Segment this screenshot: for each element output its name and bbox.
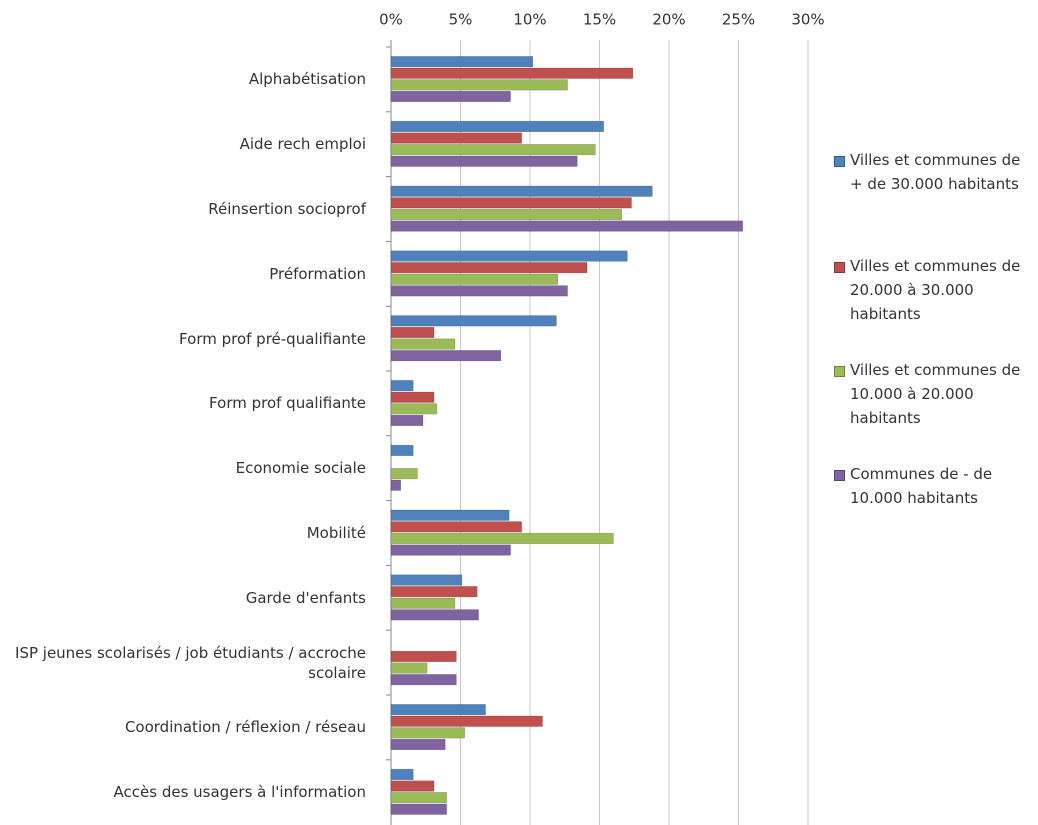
bar bbox=[390, 197, 632, 209]
bar bbox=[390, 650, 457, 663]
x-tick-label: 5% bbox=[449, 11, 473, 29]
bar bbox=[390, 468, 418, 480]
y-tick-label: ISP jeunes scolarisés / job étudiants / … bbox=[15, 643, 366, 682]
bar bbox=[390, 674, 457, 686]
bar bbox=[390, 90, 511, 102]
bar bbox=[390, 609, 479, 621]
legend-swatch bbox=[834, 156, 845, 167]
bar bbox=[390, 521, 522, 533]
bar bbox=[390, 380, 414, 392]
y-tick-label: Mobilité bbox=[306, 524, 366, 542]
bar bbox=[390, 326, 435, 339]
bar bbox=[390, 715, 543, 727]
legend-swatch bbox=[834, 366, 845, 377]
bar bbox=[390, 208, 623, 220]
bar bbox=[390, 738, 446, 751]
bar bbox=[390, 56, 534, 68]
bar bbox=[390, 273, 559, 285]
bar bbox=[390, 479, 402, 491]
legend-label: Villes et communes de 10.000 à 20.000 ha… bbox=[850, 361, 1021, 427]
bar bbox=[390, 155, 578, 167]
x-tick-label: 20% bbox=[652, 11, 685, 29]
bar bbox=[390, 67, 634, 79]
bar bbox=[390, 574, 463, 586]
bar bbox=[390, 509, 510, 521]
y-tick-label: Alphabétisation bbox=[248, 70, 366, 89]
bar bbox=[390, 597, 456, 609]
bar bbox=[390, 792, 447, 804]
legend-label: Villes et communes de + de 30.000 habita… bbox=[850, 151, 1021, 193]
y-tick-label: Garde d'enfants bbox=[245, 588, 366, 607]
bar bbox=[390, 350, 502, 362]
y-tick-label: Préformation bbox=[269, 264, 366, 283]
x-tick-label: 15% bbox=[583, 11, 616, 29]
bar bbox=[390, 79, 568, 91]
bar bbox=[390, 414, 424, 427]
legend-swatch bbox=[834, 470, 845, 481]
bar bbox=[390, 262, 588, 274]
bar bbox=[390, 250, 628, 262]
x-tick-label: 0% bbox=[379, 11, 403, 29]
y-tick-label: Form prof pré-qualifiante bbox=[179, 329, 366, 348]
bar bbox=[390, 544, 511, 556]
bar bbox=[390, 120, 604, 132]
legend-label: Communes de - de 10.000 habitants bbox=[850, 465, 993, 507]
bar bbox=[390, 704, 486, 716]
x-tick-label: 25% bbox=[722, 11, 755, 29]
y-tick-label: Accès des usagers à l'information bbox=[113, 783, 366, 802]
y-tick-label: Réinsertion socioprof bbox=[208, 200, 366, 218]
legend-label: Villes et communes de 20.000 à 30.000 ha… bbox=[850, 257, 1021, 323]
y-tick-label: Aide rech emploi bbox=[239, 135, 366, 154]
bar bbox=[390, 532, 614, 545]
bar bbox=[390, 803, 447, 815]
bar bbox=[390, 662, 428, 674]
bar bbox=[390, 315, 557, 327]
bar bbox=[390, 144, 596, 156]
y-tick-label: Coordination / réflexion / réseau bbox=[124, 718, 366, 737]
bar bbox=[390, 132, 522, 144]
bar bbox=[390, 586, 478, 598]
bar bbox=[390, 338, 456, 350]
bar bbox=[390, 444, 414, 457]
x-tick-label: 10% bbox=[513, 11, 546, 29]
y-tick-label: Economie sociale bbox=[235, 459, 366, 478]
bar bbox=[390, 391, 435, 403]
x-tick-label: 30% bbox=[791, 11, 824, 29]
bar bbox=[390, 768, 414, 781]
bar bbox=[390, 285, 568, 297]
bar bbox=[390, 727, 465, 739]
bar bbox=[390, 185, 653, 197]
bar bbox=[390, 220, 743, 232]
bar bbox=[390, 780, 435, 792]
bar bbox=[390, 403, 438, 415]
legend-swatch bbox=[834, 262, 845, 273]
y-tick-label: Form prof qualifiante bbox=[209, 394, 366, 413]
